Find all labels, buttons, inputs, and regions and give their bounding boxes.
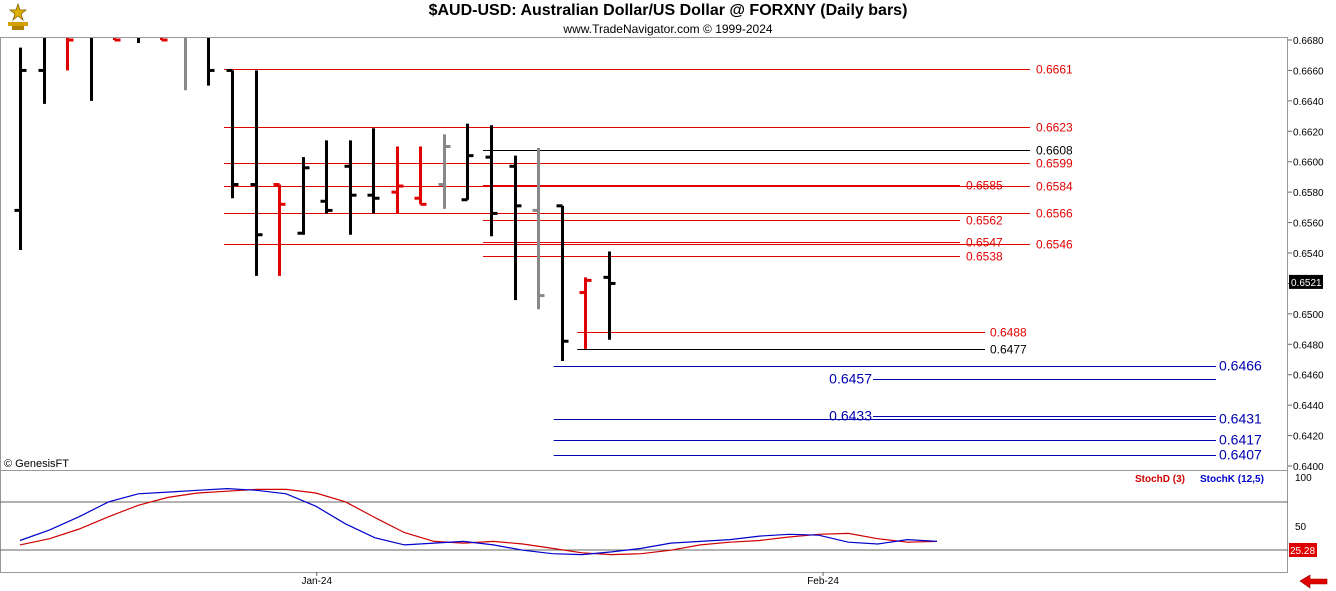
level-label: 0.6433 [829,408,872,424]
stoch-last-tag [1289,543,1317,557]
level-label: 0.6546 [1036,238,1073,252]
price-tick-label: 0.6500 [1293,310,1324,321]
stoch-last-label: 25.28 [1290,546,1315,557]
price-tick-label: 0.6540 [1293,249,1324,260]
stochD-legend: StochD (3) [1135,474,1185,485]
level-label: 0.6566 [1036,207,1073,221]
price-tick-label: 0.6660 [1293,66,1324,77]
price-tick-label: 0.6620 [1293,127,1324,138]
price-tick-label: 0.6440 [1293,401,1324,412]
last-price-tag [1289,274,1323,289]
price-tick-label: 0.6640 [1293,97,1324,108]
date-tick-label: Feb-24 [807,576,839,587]
level-label: 0.6562 [966,214,1003,228]
price-tick-label: 0.6480 [1293,340,1324,351]
level-label: 0.6623 [1036,121,1073,135]
level-label: 0.6477 [990,343,1027,357]
level-label: 0.6431 [1219,411,1262,427]
stoch-series-line [19,488,938,556]
genesis-logo-icon [4,2,32,32]
price-tick-label: 0.6400 [1293,462,1324,473]
level-label: 0.6661 [1036,63,1073,77]
stochK-legend: StochK (12,5) [1200,474,1264,485]
level-label: 0.6417 [1219,432,1262,448]
level-label: 0.6457 [829,371,872,387]
level-label: 0.6538 [966,250,1003,264]
copyright-text: © GenesisFT [4,458,69,470]
level-label: 0.6599 [1036,157,1073,171]
price-tick-label: 0.6420 [1293,432,1324,443]
last-price-label: 0.6521 [1291,278,1322,289]
chart-subtitle: www.TradeNavigator.com © 1999-2024 [563,22,773,36]
price-tick-label: 0.6560 [1293,219,1324,230]
level-label: 0.6547 [966,236,1003,250]
price-tick-label: 0.6580 [1293,188,1324,199]
price-panel-frame [0,37,1288,471]
level-label: 0.6466 [1219,358,1262,374]
stoch-tick-label: 50 [1295,522,1307,533]
date-tick-label: Jan-24 [301,576,332,587]
level-label: 0.6407 [1219,447,1262,463]
level-label: 0.6585 [966,179,1003,193]
chart-title: $AUD-USD: Australian Dollar/US Dollar @ … [428,2,908,19]
price-tick-label: 0.6680 [1293,36,1324,47]
stoch-tick-label: 100 [1295,473,1312,484]
price-tick-label: 0.6460 [1293,371,1324,382]
level-label: 0.6584 [1036,180,1073,194]
scroll-left-icon[interactable] [1298,574,1328,589]
stoch-panel-frame [0,470,1288,573]
level-label: 0.6488 [990,326,1027,340]
price-tick-label: 0.6600 [1293,158,1324,169]
stoch-series-line [19,487,938,556]
level-label: 0.6608 [1036,144,1073,158]
